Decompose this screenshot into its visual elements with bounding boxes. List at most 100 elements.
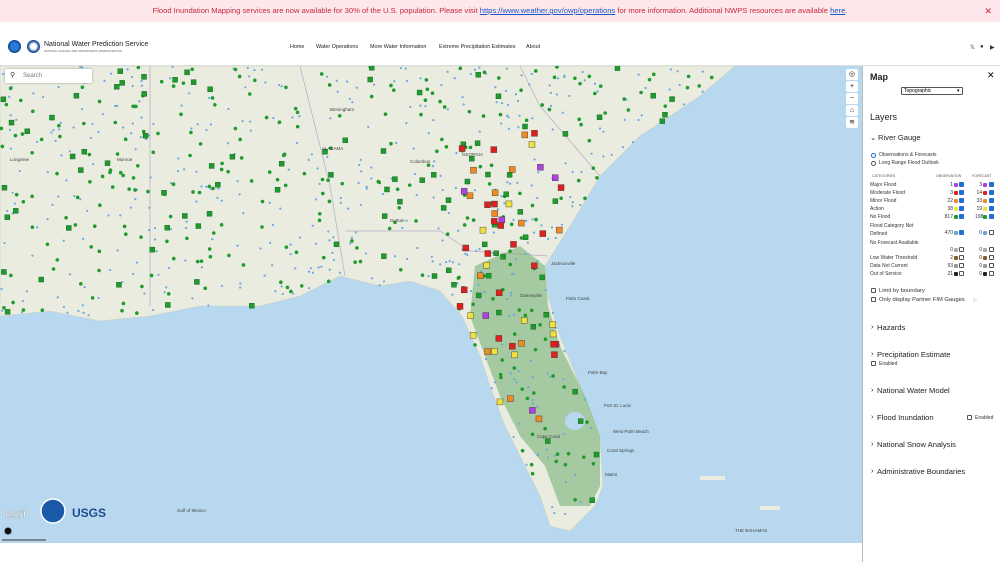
bahamas [700,476,725,480]
gauge-marker [211,231,216,235]
checkbox[interactable] [989,230,994,235]
home-button[interactable]: ⌂ [846,105,858,116]
section-arrow[interactable]: › [871,412,874,421]
checkbox[interactable] [959,182,964,187]
gauge-marker [468,145,473,150]
checkbox[interactable] [871,361,876,366]
flood-gauge [518,340,525,347]
gauge-marker [387,226,392,231]
nav-link[interactable]: Extreme Precipitation Estimates [439,44,516,50]
checkbox[interactable] [871,288,876,293]
section-arrow[interactable]: › [871,385,874,394]
section-title[interactable]: Hazards [877,323,906,332]
gauge-point [177,157,180,160]
radio[interactable] [871,153,876,158]
gauge-point [355,86,358,89]
section-title[interactable]: Flood Inundation [877,413,934,422]
section-title[interactable]: Precipitation Estimate [877,350,951,359]
checkbox[interactable] [989,198,994,203]
checkbox[interactable] [959,255,964,260]
gauge-point [311,271,315,274]
gauge-point [571,205,574,208]
gauge-point [157,273,160,276]
gauge-marker [566,451,571,456]
nav-link[interactable]: More Water Information [370,44,427,50]
checkbox[interactable] [989,255,994,260]
nav-link[interactable]: About [526,44,541,50]
map-label: Columbus [410,159,431,164]
section-title[interactable]: National Water Model [877,386,950,395]
close-button[interactable]: ✕ [984,6,992,16]
youtube-icon[interactable]: ▶ [990,45,995,51]
flood-gauge [482,312,490,319]
search-box[interactable]: ⚲ Search [5,69,92,83]
checkbox[interactable] [989,182,994,187]
gauge-point [370,177,373,180]
gauge-point [329,117,332,120]
checkbox[interactable] [959,190,964,195]
locate-button[interactable]: ◎ [846,69,858,80]
gauge-marker [555,452,560,456]
banner-link[interactable]: https://www.weather.gov/owp/operations [479,6,616,15]
map[interactable]: Birmingham ALABAMA GEORGIA Columbus Longview… [0,66,862,543]
section-arrow[interactable]: › [871,466,874,475]
github-icon[interactable]: ● [980,44,984,50]
checkbox[interactable] [989,206,994,211]
checkbox[interactable] [989,214,994,219]
gauge-marker [647,77,652,82]
nav-link[interactable]: Water Operations [316,44,359,50]
banner-link[interactable]: here [830,6,846,15]
checkbox[interactable] [959,214,964,219]
swatch [983,190,987,195]
radio[interactable] [871,161,876,166]
checkbox[interactable] [989,263,994,268]
gauge-marker [226,169,230,174]
layers-button[interactable]: ≋ [846,117,858,128]
gauge-point [427,274,430,278]
checkbox[interactable] [959,263,964,268]
gauge-point [11,191,14,194]
checkbox[interactable] [871,297,876,302]
checkbox[interactable] [989,271,994,276]
gauge-marker [424,78,429,82]
section-title[interactable]: Administrative Boundaries [877,467,966,476]
gauge-marker [227,253,231,258]
nav-link[interactable]: Home [290,44,305,50]
forecast-count: 198 [975,214,984,220]
flood-gauge [484,348,491,355]
gauge-point [41,95,45,99]
section-arrow[interactable]: › [871,439,874,448]
section-arrow[interactable]: › [871,322,874,331]
gauge-point [97,296,100,300]
swatch [954,182,958,187]
checkbox[interactable] [959,230,964,235]
close-panel-button[interactable]: ✕ [987,70,995,80]
checkbox[interactable] [959,206,964,211]
gauge-point [148,229,151,232]
help-icon[interactable]: ⓘ [973,298,977,302]
x-icon[interactable]: 𝕏 [970,45,975,51]
swatch [983,271,987,276]
gauge-marker [393,220,397,225]
zoom-out-button[interactable]: − [846,93,858,104]
section-title[interactable]: River Gauge [878,133,921,142]
swatch [954,271,958,276]
checkbox[interactable] [959,271,964,276]
section-title[interactable]: National Snow Analysis [877,440,956,449]
checkbox[interactable] [959,247,964,252]
gauge-point [326,155,329,159]
checkbox[interactable] [989,247,994,252]
section-arrow[interactable]: ⌄ [870,133,877,142]
checkbox[interactable] [959,198,964,203]
gauge-point [676,70,679,73]
category-label: Out of Service [870,271,902,277]
checkbox[interactable] [967,415,972,420]
gauge-point [478,130,481,133]
section-arrow[interactable]: › [871,349,874,358]
flood-gauge [462,244,469,252]
header: National Water Prediction Service NATION… [0,22,1000,66]
basemap-select[interactable]: Topographic ▾ [901,87,963,95]
checkbox[interactable] [989,190,994,195]
gauge-point [701,90,704,93]
zoom-in-button[interactable]: + [846,81,858,92]
